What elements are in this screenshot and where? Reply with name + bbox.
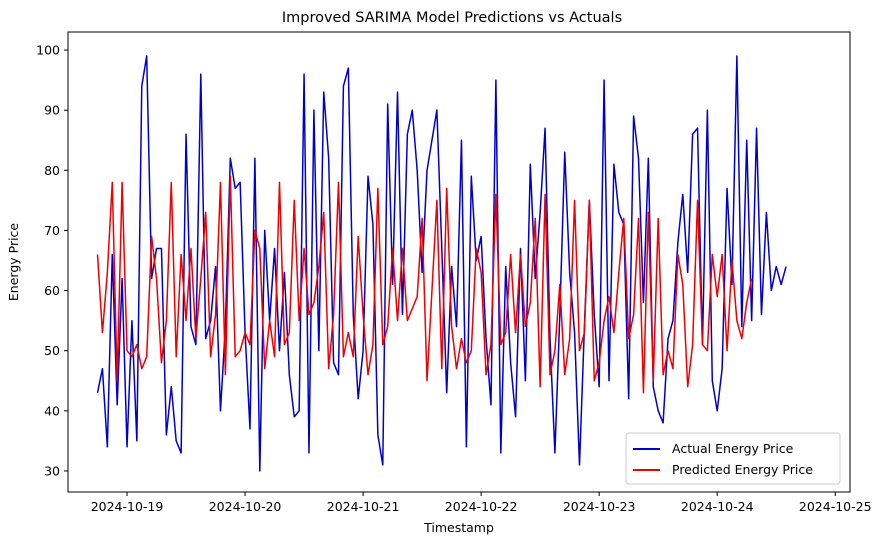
plot-frame [67,31,851,493]
y-tick-label: 50 [44,343,60,358]
legend-label-predicted: Predicted Energy Price [672,462,813,477]
y-tick-label: 40 [44,403,60,418]
x-tick-label: 2024-10-21 [327,499,400,514]
y-axis-ticks: 30 40 50 60 70 80 90 100 [36,43,68,478]
chart-title: Improved SARIMA Model Predictions vs Act… [282,10,622,26]
x-tick-label: 2024-10-20 [209,499,282,514]
x-tick-label: 2024-10-22 [445,499,518,514]
x-tick-label: 2024-10-23 [563,499,636,514]
y-tick-label: 80 [44,163,60,178]
y-tick-label: 100 [36,43,60,58]
x-tick-label: 2024-10-24 [681,499,754,514]
legend: Actual Energy Price Predicted Energy Pri… [625,432,841,485]
y-tick-label: 90 [44,103,60,118]
x-axis-label: Timestamp [423,520,494,535]
series-line-actual [96,55,787,472]
series-lines [96,55,787,472]
x-tick-label: 2024-10-25 [799,499,872,514]
series-line-predicted [96,175,753,394]
y-tick-label: 60 [44,283,60,298]
legend-box [625,432,841,485]
y-tick-label: 30 [44,463,60,478]
x-tick-label: 2024-10-19 [91,499,164,514]
x-axis-ticks: 2024-10-19 2024-10-20 2024-10-21 2024-10-22… [91,492,872,514]
legend-label-actual: Actual Energy Price [672,441,794,456]
y-axis-label: Energy Price [6,223,21,302]
y-tick-label: 70 [44,223,60,238]
